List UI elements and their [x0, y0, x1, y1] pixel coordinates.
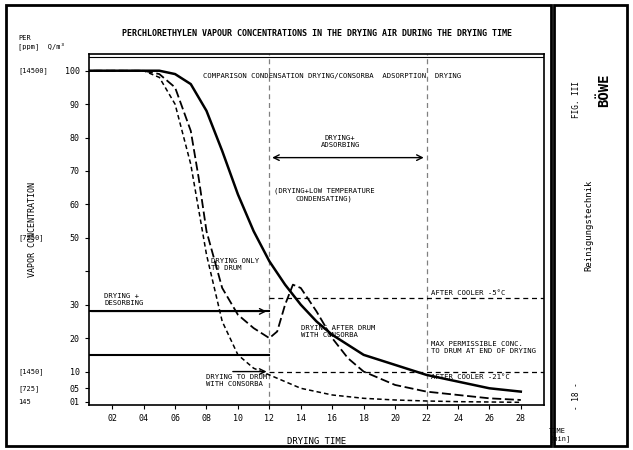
- Text: BÖWE: BÖWE: [598, 73, 611, 107]
- Text: [1450]: [1450]: [18, 368, 44, 375]
- X-axis label: DRYING TIME: DRYING TIME: [287, 437, 346, 446]
- Text: 145: 145: [18, 399, 31, 405]
- Text: PERCHLORETHYLEN VAPOUR CONCENTRATIONS IN THE DRYING AIR DURING THE DRYING TIME: PERCHLORETHYLEN VAPOUR CONCENTRATIONS IN…: [122, 29, 511, 38]
- Text: [725]: [725]: [18, 385, 39, 392]
- Text: [7250]: [7250]: [18, 234, 44, 241]
- Text: COMPARISON CONDENSATION DRYING/CONSORBA  ADSORPTION  DRYING: COMPARISON CONDENSATION DRYING/CONSORBA …: [203, 73, 461, 79]
- Text: DRYING TO DRUM
WITH CONSORBA: DRYING TO DRUM WITH CONSORBA: [206, 374, 268, 387]
- Text: DRYING+
ADSORBING: DRYING+ ADSORBING: [320, 135, 360, 148]
- Text: MAX PERMISSIBLE CONC.
TO DRUM AT END OF DRYING: MAX PERMISSIBLE CONC. TO DRUM AT END OF …: [431, 342, 536, 355]
- Text: FIG. III: FIG. III: [572, 81, 580, 117]
- Text: - 18 -: - 18 -: [572, 382, 580, 410]
- Text: DRYING AFTER DRUM
WITH CONSORBA: DRYING AFTER DRUM WITH CONSORBA: [301, 325, 375, 338]
- Text: Reinigungstechnik: Reinigungstechnik: [584, 179, 593, 271]
- Text: AFTER COOLER -5°C: AFTER COOLER -5°C: [431, 290, 506, 296]
- Text: DRYING +
DESORBING: DRYING + DESORBING: [104, 293, 144, 306]
- Text: [14500]: [14500]: [18, 68, 47, 74]
- Text: AFTER COOLER -21°C: AFTER COOLER -21°C: [431, 374, 510, 380]
- Text: (DRYING+LOW TEMPERATURE
CONDENSATING): (DRYING+LOW TEMPERATURE CONDENSATING): [274, 188, 375, 202]
- Text: PER
[ppm]  Q/m³: PER [ppm] Q/m³: [18, 35, 65, 50]
- Y-axis label: VAPOR CONCENTRATION: VAPOR CONCENTRATION: [28, 182, 37, 277]
- Text: DRYING ONLY
TO DRUM: DRYING ONLY TO DRUM: [211, 258, 260, 271]
- Text: TIME
[min]: TIME [min]: [549, 428, 570, 441]
